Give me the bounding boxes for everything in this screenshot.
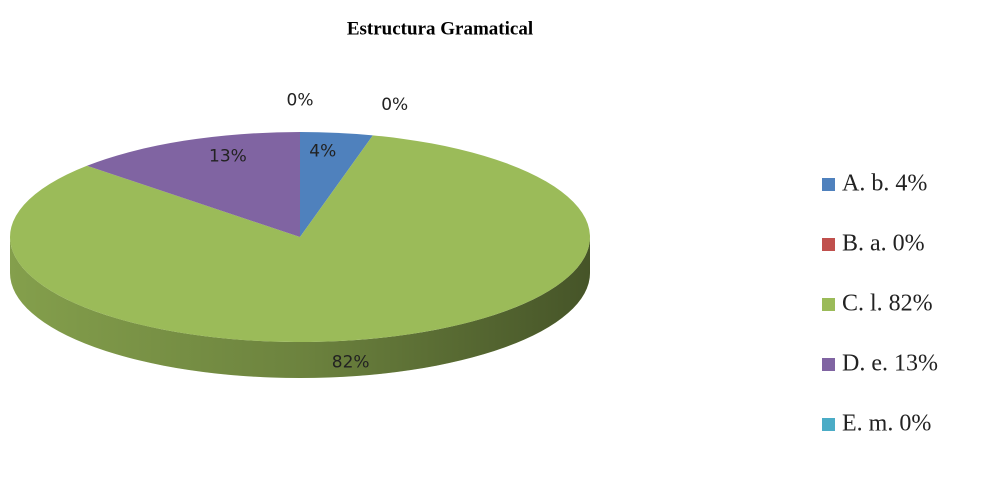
chart-title: Estructura Gramatical <box>347 18 533 39</box>
legend-label: A. b. 4% <box>842 171 927 197</box>
data-label: 0% <box>381 95 408 115</box>
legend-swatch <box>822 238 835 251</box>
legend-label: E. m. 0% <box>842 411 931 437</box>
legend-swatch <box>822 358 835 371</box>
pie-slice <box>300 132 373 237</box>
pie-slice <box>9 135 590 343</box>
legend-swatch <box>822 418 835 431</box>
legend-label: C. l. 82% <box>842 291 933 317</box>
data-label: 82% <box>332 352 370 372</box>
data-label: 13% <box>209 146 247 166</box>
legend-swatch <box>822 298 835 311</box>
legend-swatch <box>822 178 835 191</box>
legend-label: D. e. 13% <box>842 351 938 377</box>
data-label: 4% <box>309 141 336 161</box>
legend-label: B. a. 0% <box>842 231 925 257</box>
pie-slice <box>86 132 300 237</box>
data-label: 0% <box>287 91 314 111</box>
pie-side-shade <box>10 237 590 378</box>
